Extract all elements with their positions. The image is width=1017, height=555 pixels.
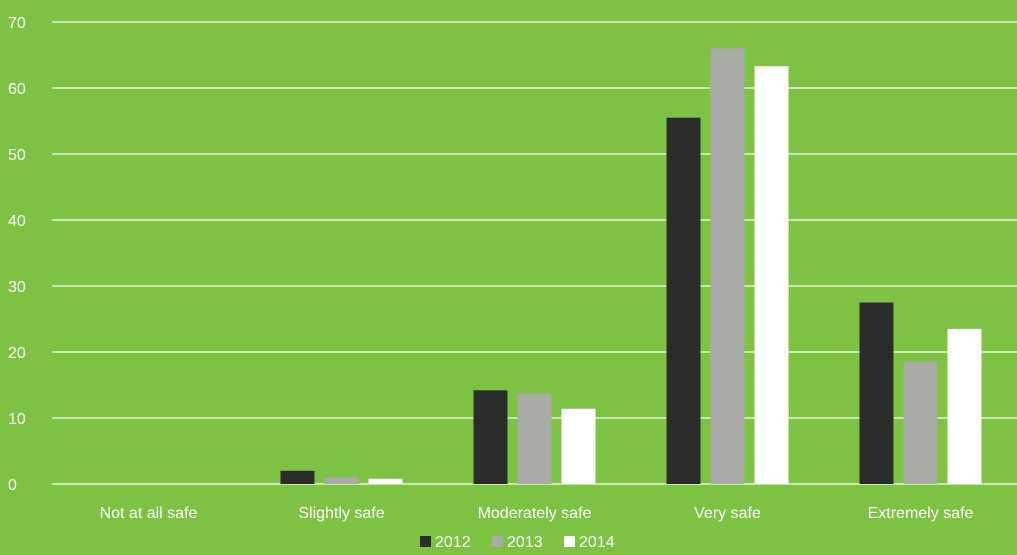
legend-swatch-2014 <box>564 536 575 547</box>
y-tick-label: 70 <box>8 15 26 32</box>
x-category-label: Not at all safe <box>100 505 198 522</box>
bar-2013-1 <box>324 477 359 484</box>
x-category-label: Very safe <box>694 505 761 522</box>
x-category-label: Moderately safe <box>478 505 592 522</box>
bar-2014-3 <box>754 66 789 484</box>
legend: 2012 2013 2014 <box>420 534 615 551</box>
bar-2012-1 <box>280 470 315 484</box>
bar-2013-3 <box>710 48 745 485</box>
y-tick-label: 20 <box>8 345 26 362</box>
y-tick-label: 50 <box>8 147 26 164</box>
bar-2014-2 <box>561 408 596 484</box>
bar-2013-2 <box>517 393 552 484</box>
bar-2014-1 <box>368 478 403 484</box>
y-tick-label: 0 <box>8 477 17 494</box>
x-category-label: Extremely safe <box>868 505 974 522</box>
x-category-label: Slightly safe <box>298 505 384 522</box>
legend-label: 2012 <box>435 534 471 551</box>
legend-swatch-2013 <box>492 536 503 547</box>
bar-2012-3 <box>666 117 701 484</box>
bar-2012-2 <box>473 390 508 484</box>
y-tick-label: 60 <box>8 81 26 98</box>
bar-2013-4 <box>903 361 938 484</box>
y-tick-label: 40 <box>8 213 26 230</box>
legend-label: 2013 <box>507 534 543 551</box>
bar-2014-4 <box>947 328 982 484</box>
legend-swatch-2012 <box>420 536 431 547</box>
y-tick-label: 30 <box>8 279 26 296</box>
bars <box>280 48 982 485</box>
y-tick-label: 10 <box>8 411 26 428</box>
bar-2012-4 <box>859 302 894 484</box>
legend-label: 2014 <box>579 534 615 551</box>
y-axis-tick-labels: 0 10 20 30 40 50 60 70 <box>8 15 26 494</box>
x-axis-category-labels: Not at all safe Slightly safe Moderately s… <box>100 505 974 522</box>
gridlines <box>52 21 1017 485</box>
